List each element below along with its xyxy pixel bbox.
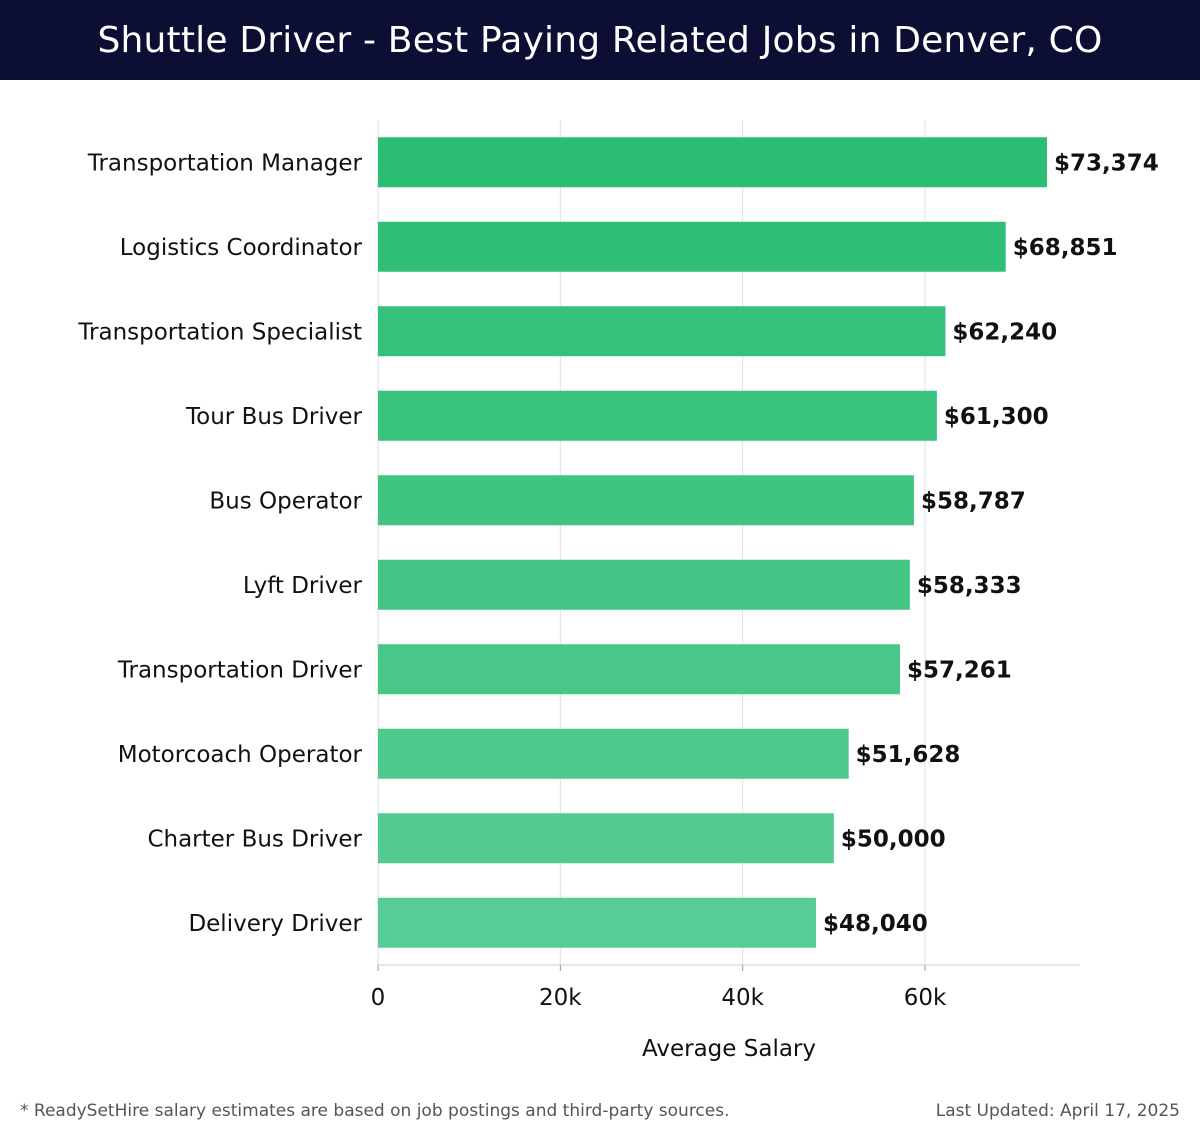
salary-bar-chart: Transportation Manager $73,374 Logistics C… bbox=[77, 120, 1159, 1062]
chart-header: Shuttle Driver - Best Paying Related Job… bbox=[0, 0, 1200, 80]
value-label: $62,240 bbox=[952, 319, 1057, 345]
x-tick-label: 20k bbox=[539, 985, 582, 1011]
bar bbox=[378, 390, 937, 441]
value-label: $58,787 bbox=[921, 488, 1026, 514]
x-tick-label: 40k bbox=[721, 985, 764, 1011]
value-label: $51,628 bbox=[856, 742, 961, 768]
category-label: Transportation Specialist bbox=[77, 319, 362, 345]
value-label: $57,261 bbox=[907, 657, 1012, 683]
value-label: $58,333 bbox=[917, 573, 1022, 599]
category-label: Transportation Driver bbox=[117, 657, 363, 683]
category-label: Logistics Coordinator bbox=[120, 235, 363, 261]
bar bbox=[378, 306, 946, 357]
bar bbox=[378, 644, 901, 695]
value-label: $68,851 bbox=[1013, 235, 1118, 261]
footer-note: * ReadySetHire salary estimates are base… bbox=[20, 1101, 730, 1121]
category-label: Motorcoach Operator bbox=[118, 742, 363, 768]
bar bbox=[378, 475, 914, 526]
bar bbox=[378, 137, 1047, 188]
category-label: Tour Bus Driver bbox=[185, 404, 363, 430]
value-label: $50,000 bbox=[841, 826, 946, 852]
last-updated: Last Updated: April 17, 2025 bbox=[935, 1101, 1180, 1121]
value-label: $73,374 bbox=[1054, 150, 1159, 176]
x-tick-label: 0 bbox=[371, 985, 386, 1011]
category-label: Lyft Driver bbox=[243, 573, 363, 599]
bar bbox=[378, 221, 1006, 272]
chart-title: Shuttle Driver - Best Paying Related Job… bbox=[97, 19, 1103, 61]
category-label: Bus Operator bbox=[209, 488, 362, 514]
value-label: $48,040 bbox=[823, 911, 928, 937]
bar bbox=[378, 813, 834, 864]
category-label: Delivery Driver bbox=[188, 911, 362, 937]
category-label: Charter Bus Driver bbox=[147, 826, 362, 852]
bar bbox=[378, 728, 849, 779]
value-label: $61,300 bbox=[944, 404, 1049, 430]
category-label: Transportation Manager bbox=[87, 150, 363, 176]
bar bbox=[378, 897, 816, 948]
x-axis-title: Average Salary bbox=[642, 1036, 816, 1062]
bar bbox=[378, 559, 910, 610]
x-tick-label: 60k bbox=[904, 985, 947, 1011]
